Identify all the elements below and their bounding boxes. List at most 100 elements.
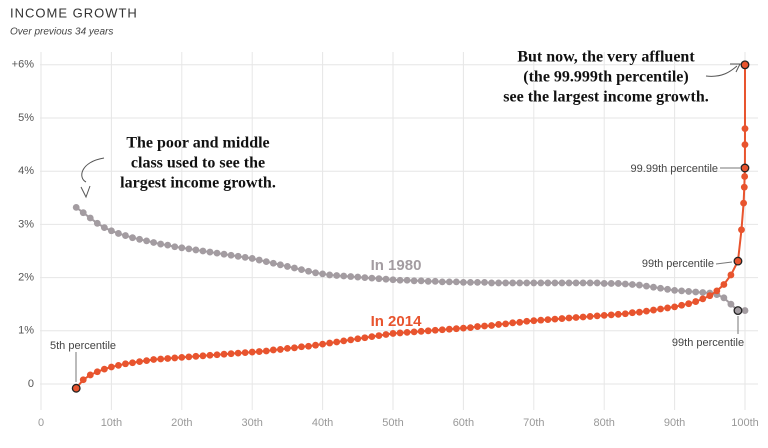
data-point	[502, 279, 510, 287]
highlight-point	[733, 306, 743, 316]
data-point	[248, 255, 256, 262]
data-point	[213, 351, 221, 359]
data-point	[600, 311, 608, 319]
data-point	[740, 199, 747, 207]
data-point	[685, 300, 693, 308]
data-point	[699, 289, 707, 296]
data-point	[354, 335, 362, 343]
x-tick-label: 40th	[312, 417, 333, 429]
y-tick-label: 3%	[18, 218, 34, 230]
data-point	[171, 354, 179, 362]
x-tick-label: 80th	[593, 417, 614, 429]
data-point	[678, 287, 686, 295]
highlight-point	[740, 60, 750, 70]
data-point	[713, 287, 721, 295]
data-point	[319, 340, 326, 348]
data-point	[305, 267, 312, 275]
data-point	[276, 346, 284, 353]
data-point	[347, 336, 355, 344]
arrowhead	[730, 63, 741, 73]
data-point	[565, 279, 573, 287]
data-point	[368, 333, 376, 341]
data-point	[108, 363, 115, 371]
data-point	[474, 278, 481, 286]
data-point	[312, 269, 319, 277]
data-point	[136, 358, 143, 366]
data-point	[143, 357, 151, 364]
data-point	[685, 288, 693, 295]
data-point	[86, 371, 94, 379]
x-tick-label: 10th	[101, 417, 122, 429]
data-point	[122, 232, 129, 239]
data-point	[488, 279, 495, 287]
data-point	[523, 279, 531, 287]
data-point	[628, 309, 636, 317]
data-point	[424, 327, 432, 335]
data-point	[741, 173, 749, 180]
data-point	[572, 314, 580, 321]
data-point	[572, 279, 580, 287]
data-point	[143, 237, 151, 245]
data-point	[467, 324, 474, 332]
chart-title: INCOME GROWTH	[10, 5, 138, 20]
data-point	[720, 281, 728, 288]
data-point	[192, 352, 200, 360]
y-tick-label: 1%	[18, 325, 34, 337]
data-point	[664, 285, 671, 293]
y-tick-label: 4%	[18, 165, 34, 177]
data-point	[326, 339, 334, 347]
data-point	[495, 321, 502, 328]
data-point	[643, 307, 650, 315]
data-point	[565, 314, 573, 322]
x-tick-label: 90th	[664, 417, 685, 429]
data-point	[122, 360, 129, 368]
data-point	[544, 279, 552, 287]
arrowhead	[80, 185, 91, 199]
data-point	[206, 351, 214, 359]
annotation: see the largest income growth.	[503, 89, 708, 106]
data-point	[516, 318, 524, 326]
data-point	[720, 294, 728, 302]
annotation: 99th percentile	[642, 258, 714, 270]
data-point	[671, 303, 678, 311]
x-tick-label: 100th	[731, 417, 759, 429]
data-point	[692, 288, 700, 296]
data-point	[530, 317, 538, 325]
data-point	[319, 270, 326, 278]
data-point	[255, 256, 263, 264]
data-point	[333, 272, 341, 279]
data-point	[636, 308, 643, 316]
data-point	[474, 323, 481, 330]
data-point	[347, 273, 355, 280]
data-point	[738, 226, 745, 234]
data-point	[100, 224, 108, 231]
x-tick-label: 20th	[171, 417, 192, 429]
data-point	[178, 354, 186, 361]
data-point	[262, 347, 270, 355]
data-point	[382, 331, 390, 338]
data-point	[410, 328, 418, 336]
data-point	[185, 245, 193, 253]
data-point	[438, 326, 446, 334]
data-point	[460, 324, 467, 332]
x-tick-label: 70th	[523, 417, 544, 429]
data-point	[86, 214, 94, 222]
data-point	[375, 275, 383, 283]
data-point	[452, 325, 460, 333]
data-point	[445, 278, 453, 286]
data-point	[326, 271, 334, 279]
data-point	[164, 355, 172, 362]
data-point	[375, 332, 383, 339]
data-point	[136, 235, 143, 243]
data-point	[227, 350, 235, 358]
data-point	[403, 328, 411, 336]
data-point	[354, 273, 362, 281]
data-point	[445, 325, 453, 333]
data-point	[284, 344, 291, 352]
data-point	[636, 281, 643, 289]
data-point	[502, 320, 510, 328]
y-tick-label: 0	[28, 378, 34, 390]
x-tick-label: 30th	[241, 417, 262, 429]
data-point	[452, 278, 460, 286]
data-point	[438, 278, 446, 286]
